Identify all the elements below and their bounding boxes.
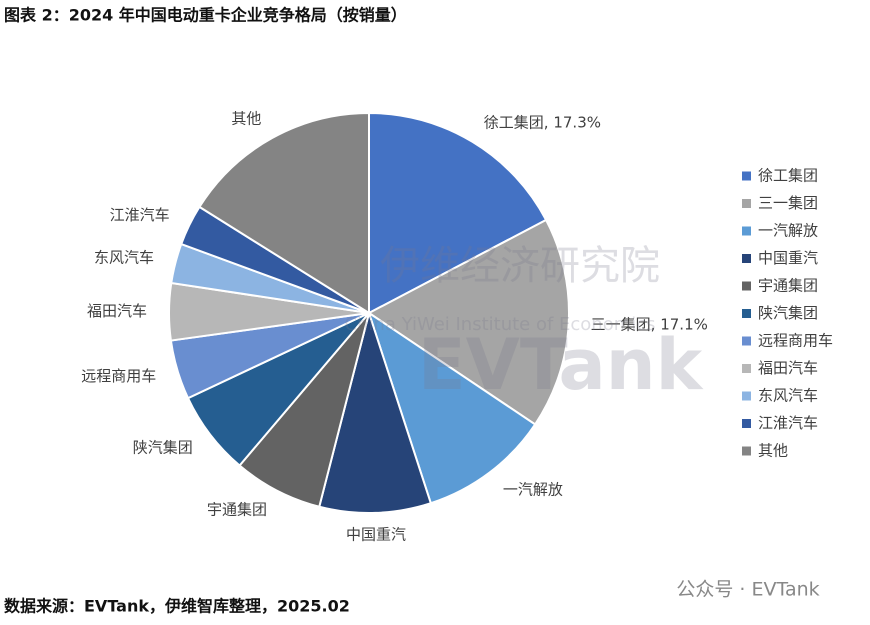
legend-swatch [742, 281, 751, 291]
pie-slice [198, 111, 370, 315]
legend-swatch [742, 336, 751, 346]
watermark: 公众号 · EVTank [676, 579, 819, 601]
pie-slice [367, 218, 570, 426]
source-note: 数据来源：EVTank，伊维智库整理，2025.02 [4, 597, 350, 616]
slice-label: 徐工集团, 17.3% [484, 113, 601, 131]
legend-label: 徐工集团 [758, 167, 818, 185]
pie-slice [367, 310, 537, 505]
legend-swatch [742, 446, 751, 456]
slice-label: 远程商用车 [81, 367, 156, 385]
legend-label: 远程商用车 [758, 332, 833, 350]
legend-label: 东风汽车 [758, 387, 818, 405]
slice-label: 福田汽车 [87, 302, 147, 320]
legend-label: 三一集团 [758, 194, 818, 212]
legend-label: 中国重汽 [758, 249, 818, 267]
legend-label: 陕汽集团 [758, 304, 818, 322]
slice-label: 陕汽集团 [133, 438, 193, 456]
legend-swatch [742, 171, 751, 181]
legend-swatch [742, 309, 751, 318]
legend-swatch [742, 254, 751, 263]
pie-slice [318, 309, 433, 514]
chart-title: 图表 2：2024 年中国电动重卡企业竞争格局（按销量） [4, 6, 407, 25]
slice-label: 中国重汽 [346, 525, 406, 543]
legend-swatch [742, 419, 751, 428]
legend-label: 福田汽车 [758, 359, 818, 377]
slice-label: 其他 [231, 109, 261, 127]
watermark: EVTank [418, 324, 704, 406]
watermark: China YiWei Institute of Economics [344, 314, 655, 335]
legend-swatch [742, 391, 751, 401]
legend-label: 一汽解放 [758, 222, 818, 240]
legend-label: 宇通集团 [758, 277, 818, 295]
watermark: 伊维经济研究院 [380, 243, 660, 289]
slice-label: 东风汽车 [94, 248, 154, 266]
legend-swatch [742, 199, 751, 208]
slice-label: 江淮汽车 [110, 206, 170, 224]
slice-label: 三一集团, 17.1% [591, 315, 708, 333]
slice-label: 宇通集团 [207, 501, 267, 519]
slice-label: 一汽解放 [503, 481, 563, 499]
pie-slice [368, 111, 548, 315]
legend-swatch [742, 364, 751, 373]
legend-label: 江淮汽车 [758, 414, 818, 432]
legend-swatch [742, 226, 751, 236]
legend-label: 其他 [758, 442, 788, 460]
